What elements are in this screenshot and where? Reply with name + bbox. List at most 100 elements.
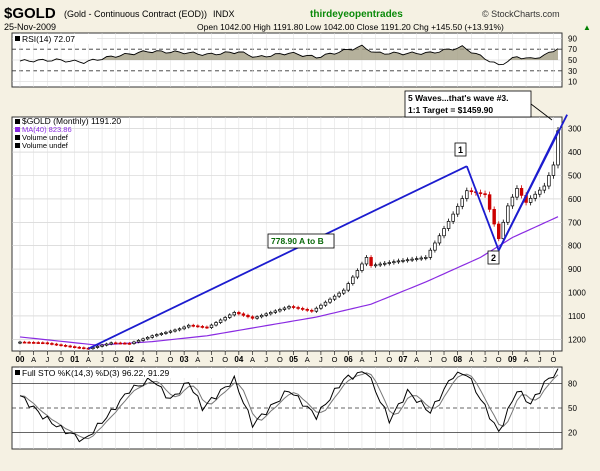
price-tick-label: 1000: [568, 289, 586, 298]
x-tick-label: 05: [289, 355, 298, 364]
price-candle-body: [145, 336, 150, 340]
chart-ohlc-readout: Open 1042.00 High 1191.80 Low 1042.00 Cl…: [197, 22, 504, 32]
target-annotation-line-2: 1:1 Target = $1459.90: [408, 105, 493, 115]
wave-2-box: [487, 250, 500, 265]
price-candle-body: [136, 340, 141, 343]
x-tick-label: A: [86, 355, 91, 364]
price-candle-body: [228, 314, 232, 318]
price-candle-body: [506, 205, 510, 223]
price-candle-body: [141, 338, 145, 341]
x-tick-label: J: [319, 355, 323, 364]
price-legend-entry: MA(40) 823.86: [22, 125, 72, 134]
price-candle-body: [460, 198, 464, 207]
price-tick-label: 900: [568, 265, 582, 274]
price-candle-body: [177, 328, 182, 331]
chart-symbol-title: $GOLD: [4, 5, 56, 22]
price-candle-body: [337, 292, 341, 297]
price-candle-body: [104, 343, 109, 346]
x-tick-label: 08: [453, 355, 462, 364]
x-tick-label: J: [45, 355, 49, 364]
price-tick-label: 400: [568, 148, 582, 157]
price-candle-body: [223, 317, 227, 321]
price-candle-body: [182, 326, 186, 330]
price-tick-label: 800: [568, 242, 582, 251]
price-candle-body: [54, 343, 59, 346]
x-tick-label: A: [141, 355, 146, 364]
price-candles: [18, 126, 560, 350]
price-candle-body: [446, 220, 451, 229]
x-tick-label: J: [428, 355, 432, 364]
price-candle-body: [378, 263, 382, 266]
price-candle-body: [515, 188, 519, 198]
x-tick-label: 03: [180, 355, 189, 364]
x-tick-label: J: [538, 355, 542, 364]
sto-label-bg: [13, 368, 213, 378]
price-legend-swatch: [15, 119, 20, 124]
price-legend-entry: $GOLD (Monthly) 1191.20: [22, 116, 121, 126]
wave-1-box: [454, 142, 467, 157]
x-tick-label: O: [496, 355, 502, 364]
rsi-tick-label: 30: [568, 67, 577, 76]
price-candle-body: [451, 213, 455, 222]
price-candle-body: [401, 259, 405, 262]
price-candle-body: [547, 175, 551, 187]
price-legend-swatch: [15, 127, 20, 132]
price-candle-body: [355, 270, 360, 278]
x-tick-label: A: [469, 355, 474, 364]
sto-tick-label: 50: [568, 404, 577, 413]
price-candle-body: [77, 346, 81, 349]
x-tick-label: 01: [70, 355, 79, 364]
price-candle-body: [287, 306, 291, 309]
price-candle-body: [291, 306, 296, 308]
price-legend-swatch: [15, 143, 20, 148]
price-candle-body: [282, 307, 287, 310]
chart-contract-name: (Gold - Continuous Contract (EOD)): [64, 9, 207, 19]
price-candle-body: [510, 196, 515, 207]
price-candle-body: [360, 263, 364, 271]
x-tick-label: 00: [16, 355, 25, 364]
x-tick-label: J: [264, 355, 268, 364]
price-candle-body: [497, 223, 501, 240]
chart-copyright: © StockCharts.com: [482, 9, 560, 19]
rsi-tick-label: 90: [568, 34, 577, 43]
price-candle-body: [118, 342, 123, 345]
price-candle-body: [246, 314, 250, 318]
rsi-line: [19, 44, 559, 66]
ma40-series: [19, 216, 559, 346]
price-candle-body: [300, 308, 305, 310]
sto-series: [19, 368, 559, 443]
price-candle-body: [483, 193, 487, 196]
price-candle-body: [59, 344, 63, 347]
price-candle-body: [314, 307, 319, 312]
price-legend-swatch: [15, 135, 20, 140]
price-candle-body: [442, 228, 446, 237]
x-tick-label: J: [374, 355, 378, 364]
price-candle-body: [469, 190, 474, 193]
x-tick-label: A: [305, 355, 310, 364]
price-candle-body: [437, 235, 442, 244]
price-candle-body: [164, 331, 168, 334]
x-tick-label: A: [524, 355, 529, 364]
target-annotation-line-1: 5 Waves...that's wave #3.: [408, 93, 508, 103]
price-candle-body: [168, 330, 173, 333]
x-tick-label: A: [359, 355, 364, 364]
price-candle-body: [68, 345, 72, 348]
price-candle-body: [82, 347, 86, 350]
x-tick-label: A: [414, 355, 419, 364]
price-legend-entry: Volume undef: [22, 133, 69, 142]
price-candle-body: [264, 313, 268, 316]
price-candle-body: [405, 259, 410, 262]
x-tick-label: 04: [234, 355, 243, 364]
price-candle-body: [218, 319, 223, 323]
x-tick-label: J: [210, 355, 214, 364]
price-candle-body: [323, 301, 328, 306]
price-candle-body: [159, 333, 164, 335]
target-annotation-pointer: [530, 103, 553, 121]
price-legend-entry: Volume undef: [22, 141, 69, 150]
rsi-tick-label: 50: [568, 56, 577, 65]
price-candle-body: [533, 193, 537, 199]
x-tick-label: O: [386, 355, 392, 364]
rsi-overbought-fill: [20, 45, 558, 60]
rsi-legend-swatch: [15, 36, 20, 41]
